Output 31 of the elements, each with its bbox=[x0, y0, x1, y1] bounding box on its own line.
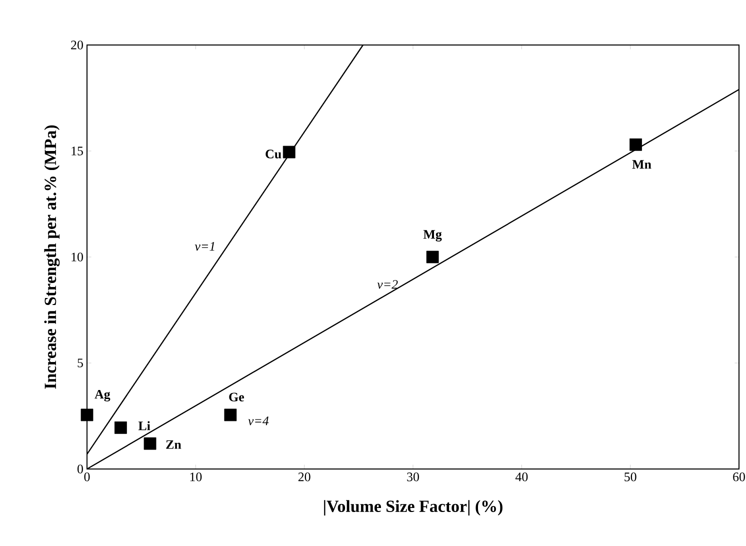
point bbox=[144, 437, 156, 450]
x-tick-label: 30 bbox=[407, 472, 419, 482]
annotation: Cu bbox=[266, 150, 282, 158]
annotation: Mg bbox=[423, 230, 442, 242]
y-axis-title: Increase in Strength per at.% (MPa) bbox=[44, 125, 60, 389]
annotation: Mn bbox=[632, 160, 652, 169]
y-tick-label: 15 bbox=[72, 146, 83, 156]
point bbox=[114, 421, 127, 434]
annotation: Zn bbox=[166, 440, 182, 449]
y-tick-label: 10 bbox=[72, 252, 83, 262]
x-tick-label: 20 bbox=[298, 472, 310, 482]
y-tick-label: 0 bbox=[78, 464, 83, 474]
x-axis-title: |Volume Size Factor| (%) bbox=[324, 500, 502, 516]
point bbox=[80, 408, 94, 422]
x-tick-label: 50 bbox=[624, 472, 636, 482]
point bbox=[282, 146, 296, 158]
x-tick-label: 0 bbox=[84, 472, 90, 482]
annotation: v=4 bbox=[248, 416, 269, 426]
x-tick-label: 10 bbox=[190, 472, 202, 482]
annotation: Ag bbox=[94, 390, 110, 402]
annotation: v=1 bbox=[194, 242, 214, 251]
annotation: Li bbox=[138, 421, 150, 430]
annotation: v=2 bbox=[377, 280, 398, 289]
y-tick-label: 20 bbox=[71, 40, 83, 50]
point bbox=[426, 250, 439, 264]
y-tick-label: 5 bbox=[78, 358, 83, 368]
point bbox=[630, 138, 642, 151]
x-tick-label: 40 bbox=[515, 472, 528, 482]
x-tick-label: 60 bbox=[733, 472, 745, 482]
point bbox=[224, 408, 237, 422]
annotation: Ge bbox=[229, 392, 244, 402]
